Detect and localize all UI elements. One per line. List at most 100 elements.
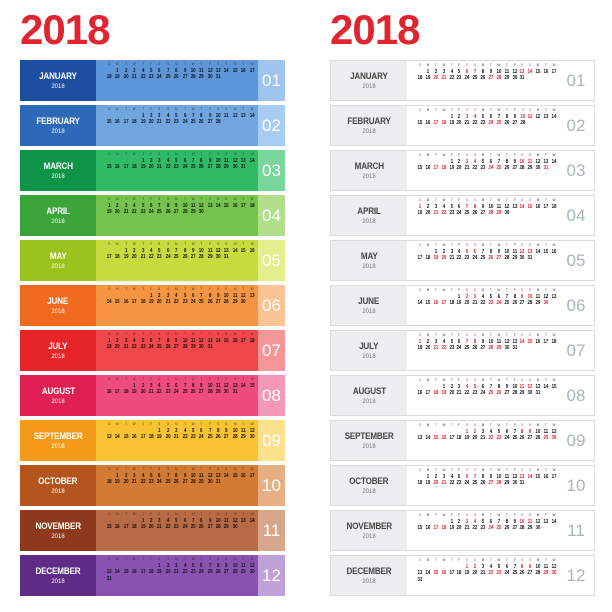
month-year: 2018 (362, 174, 376, 180)
day-cell: 23 (182, 299, 188, 306)
weekday-label: T (450, 558, 453, 562)
day-cell: 16 (131, 569, 137, 576)
day-cell: 30 (535, 525, 541, 532)
day-cell: 24 (464, 480, 470, 487)
month-year: 2018 (51, 309, 65, 315)
day-cell: 14 (425, 435, 431, 442)
weekday-label: S (225, 467, 228, 471)
weekday-label: M (233, 242, 237, 246)
weekday-label: M (233, 377, 237, 381)
day-cell: 3 (133, 472, 136, 479)
weekday-label: T (545, 288, 547, 292)
day-cell: 31 (511, 345, 517, 352)
weekday-label: M (536, 333, 540, 337)
day-cell: 4 (141, 472, 144, 479)
day-cell: 8 (481, 473, 485, 480)
weekday-label: S (521, 378, 524, 382)
weekday-label: S (521, 198, 524, 202)
day-cell: 15 (115, 299, 121, 306)
week-row: 19 20 21 22 23 24 25 26 27 28 29 30 (105, 209, 256, 216)
day-cell: 25 (199, 299, 204, 306)
day-cell (106, 68, 113, 75)
weekday-label: F (150, 287, 153, 291)
day-cell: 26 (504, 525, 510, 532)
day-cell: 25 (472, 480, 478, 487)
day-cell: 29 (511, 255, 517, 262)
weekday-label: T (490, 108, 492, 112)
day-cell: 17 (140, 434, 146, 441)
day-table: S M T W T F S S M T W T F S S M T W 1 2 3 4 5 6 7 8 9 10 11 12 13 14 15 1… (416, 423, 558, 442)
day-cell (106, 518, 113, 525)
day-cell: 16 (131, 434, 137, 441)
day-cell (131, 576, 138, 583)
weekday-label: M (233, 557, 237, 561)
weekday-label: W (497, 198, 501, 202)
day-cell (527, 120, 534, 127)
day-cell: 24 (173, 389, 179, 396)
month-name-block: OCTOBER 2018 (20, 465, 96, 506)
week-row: 17 18 19 20 21 22 23 24 25 26 27 28 29 30 31 (416, 255, 558, 262)
weekday-label: W (442, 333, 445, 337)
month-row-april: APRIL 2018 S M T W T F S S M T W T F S S M T W 1 2 3 4 5 6 7 8 9 10 11… (20, 195, 285, 236)
week-row: 19 20 21 22 23 24 25 26 27 28 29 30 31 (105, 344, 256, 351)
day-cell: 11 (199, 67, 204, 74)
day-cell: 10 (215, 517, 221, 524)
day-cell: 1 (116, 472, 119, 479)
day-cell: 18 (456, 435, 462, 442)
day-cell (240, 524, 247, 531)
month-row-february: FEBRUARY 2018 S M T W T F S S M T W T F S S M T W 1 2 3 4 5 6 7 8 9 1… (20, 105, 285, 146)
day-cell: 4 (158, 382, 161, 389)
weekday-label: S (158, 152, 161, 156)
week-row: 16 17 18 19 20 21 22 23 24 25 26 27 28 29 30 31 (416, 390, 558, 397)
day-cell: 27 (199, 389, 204, 396)
day-cell (248, 299, 255, 306)
year-title: 2018 (20, 6, 110, 53)
weekday-label: S (529, 378, 532, 382)
day-cell (114, 383, 121, 390)
month-year: 2018 (362, 309, 376, 315)
day-cell: 1 (450, 518, 453, 525)
month-row-march: MARCH 2018 S M T W T F S S M T W T F S S M T W 1 2 3 4 5 6 7 8 9 10 11… (330, 150, 595, 191)
day-cell: 23 (472, 390, 478, 397)
day-cell: 26 (199, 164, 204, 171)
weekday-label: T (200, 107, 203, 111)
day-cell: 19 (140, 524, 146, 531)
day-cell (231, 576, 238, 583)
weekday-label: S (418, 288, 421, 292)
weekday-label: S (466, 333, 469, 337)
day-cell: 25 (496, 525, 502, 532)
day-cell: 11 (224, 157, 229, 164)
day-cell: 10 (488, 203, 494, 210)
month-name: OCTOBER (38, 476, 78, 486)
day-cell: 18 (148, 569, 154, 576)
weekday-label: S (521, 108, 524, 112)
day-cell: 22 (182, 434, 188, 441)
week-row: 1 2 3 4 5 6 7 8 9 10 11 12 13 (416, 294, 558, 301)
day-cell: 10 (182, 202, 188, 209)
weekday-label: T (242, 62, 245, 66)
day-cell (106, 293, 113, 300)
weekday-label: M (426, 423, 430, 427)
day-cell: 21 (173, 434, 179, 441)
weekday-label: T (200, 332, 203, 336)
day-cell: 13 (249, 292, 255, 299)
weekday-label: M (233, 107, 237, 111)
month-row-september: SEPTEMBER 2018 S M T W T F S S M T W T F S S M T W 1 2 3 4 5 6 7 8 9… (330, 420, 595, 461)
day-cell: 8 (489, 248, 493, 255)
day-cell: 12 (199, 202, 204, 209)
month-name: APRIL (357, 206, 381, 216)
day-cell: 20 (157, 299, 162, 306)
week-row: 13 14 15 16 17 18 19 20 21 22 23 24 25 26 27 28 29 30 (105, 434, 256, 441)
weekday-label: M (426, 198, 430, 202)
day-cell: 14 (527, 473, 533, 480)
day-cell: 27 (480, 345, 486, 352)
day-cell: 20 (456, 165, 462, 172)
week-row: 1 2 3 4 5 6 7 8 9 10 11 12 13 14 (416, 519, 558, 526)
day-cell (215, 344, 222, 351)
day-cell: 27 (488, 75, 494, 82)
day-cell: 21 (456, 390, 462, 397)
day-cell: 11 (199, 472, 204, 479)
day-grid: S M T W T F S S M T W T F S S M T W 1 2 3 4 5 6 7 8 9 10 11 12 13 14 15 1… (96, 195, 258, 236)
day-cell: 12 (232, 112, 238, 119)
